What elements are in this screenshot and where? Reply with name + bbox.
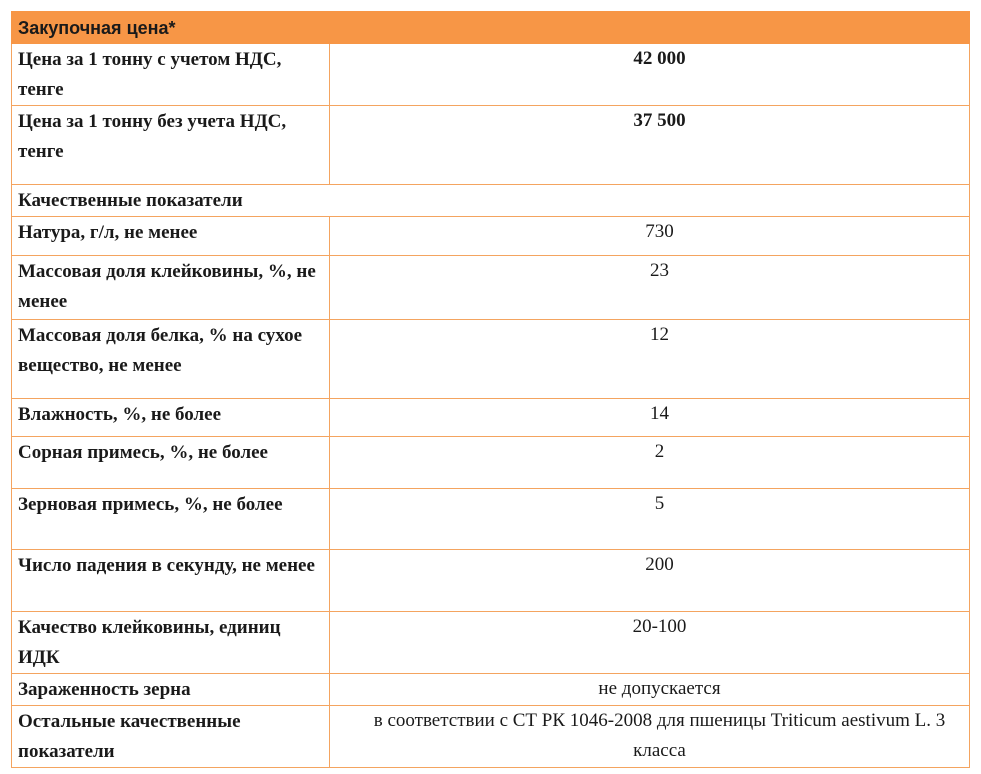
row-label: Влажность, %, не более xyxy=(11,398,330,437)
row-label: Цена за 1 тонну с учетом НДС, тенге xyxy=(11,43,330,106)
row-label: Натура, г/л, не менее xyxy=(11,216,330,256)
row-label: Качество клейковины, единиц ИДК xyxy=(11,611,330,674)
table-row: Число падения в секунду, не менее 200 xyxy=(11,549,970,612)
table-row: Зараженность зерна не допускается xyxy=(11,673,970,706)
row-value: не допускается xyxy=(329,673,970,706)
table-row: Натура, г/л, не менее 730 xyxy=(11,216,970,256)
table-row: Массовая доля клейковины, %, не менее 23 xyxy=(11,255,970,320)
table-row: Цена за 1 тонну с учетом НДС, тенге 42 0… xyxy=(11,43,970,106)
row-label: Массовая доля клейковины, %, не менее xyxy=(11,255,330,320)
row-value: 14 xyxy=(329,398,970,437)
row-value: 37 500 xyxy=(329,105,970,185)
row-label: Сорная примесь, %, не более xyxy=(11,436,330,489)
purchase-price-table: Закупочная цена* Цена за 1 тонну с учето… xyxy=(11,11,970,768)
table-header-row: Закупочная цена* xyxy=(11,11,970,44)
table-row: Сорная примесь, %, не более 2 xyxy=(11,436,970,489)
table-row: Массовая доля белка, % на сухое вещество… xyxy=(11,319,970,399)
row-label: Зараженность зерна xyxy=(11,673,330,706)
row-value: 42 000 xyxy=(329,43,970,106)
section-row: Качественные показатели xyxy=(11,184,970,217)
section-title: Качественные показатели xyxy=(11,184,970,217)
row-label: Остальные качественные показатели xyxy=(11,705,330,768)
row-value: 2 xyxy=(329,436,970,489)
row-value: 200 xyxy=(329,549,970,612)
row-value: 12 xyxy=(329,319,970,399)
row-value: 20-100 xyxy=(329,611,970,674)
row-value: 730 xyxy=(329,216,970,256)
row-value: 23 xyxy=(329,255,970,320)
row-value: в соответствии с СТ РК 1046-2008 для пше… xyxy=(329,705,970,768)
table-row: Качество клейковины, единиц ИДК 20-100 xyxy=(11,611,970,674)
table-header: Закупочная цена* xyxy=(11,11,970,44)
table-row: Влажность, %, не более 14 xyxy=(11,398,970,437)
row-value: 5 xyxy=(329,488,970,550)
table-row: Цена за 1 тонну без учета НДС, тенге 37 … xyxy=(11,105,970,185)
row-label: Число падения в секунду, не менее xyxy=(11,549,330,612)
row-label: Зерновая примесь, %, не более xyxy=(11,488,330,550)
table-row: Остальные качественные показатели в соот… xyxy=(11,705,970,768)
row-label: Массовая доля белка, % на сухое вещество… xyxy=(11,319,330,399)
row-label: Цена за 1 тонну без учета НДС, тенге xyxy=(11,105,330,185)
table-row: Зерновая примесь, %, не более 5 xyxy=(11,488,970,550)
